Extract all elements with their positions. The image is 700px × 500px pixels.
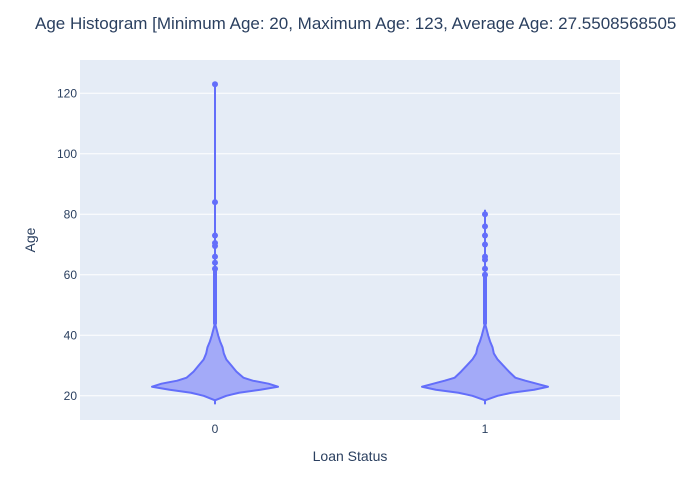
outlier-point[interactable] [482,223,488,230]
violin-body[interactable] [151,322,279,402]
outlier-point[interactable] [212,232,218,239]
grid-lines [80,92,620,397]
violins [151,81,549,405]
y-axis-ticks: 20 40 60 80 100 120 [57,86,77,403]
outlier-point[interactable] [482,232,488,239]
outlier-point[interactable] [482,265,488,272]
y-axis-title: Age [22,227,38,252]
x-tick-label: 0 [212,422,219,436]
violin-0 [151,81,279,405]
outlier-point[interactable] [212,253,218,260]
x-tick-label: 1 [482,422,489,436]
chart-title: Age Histogram [Minimum Age: 20, Maximum … [35,14,676,33]
y-tick-label: 60 [64,268,78,282]
y-tick-label: 100 [57,147,77,161]
outlier-point[interactable] [482,241,488,248]
violin-body[interactable] [421,322,549,402]
outlier-point[interactable] [482,211,488,218]
outlier-point[interactable] [482,256,488,263]
y-tick-label: 80 [64,207,78,221]
outlier-point[interactable] [212,81,218,88]
outlier-point[interactable] [212,265,218,272]
y-tick-label: 20 [64,389,78,403]
outlier-point[interactable] [482,271,488,278]
x-axis-title: Loan Status [313,448,388,464]
y-tick-label: 40 [64,328,78,342]
outlier-point[interactable] [212,199,218,206]
y-tick-label: 120 [57,86,77,100]
violin-1 [421,209,549,405]
plot-background [80,60,620,420]
outlier-point[interactable] [212,243,218,250]
outlier-point[interactable] [212,259,218,266]
